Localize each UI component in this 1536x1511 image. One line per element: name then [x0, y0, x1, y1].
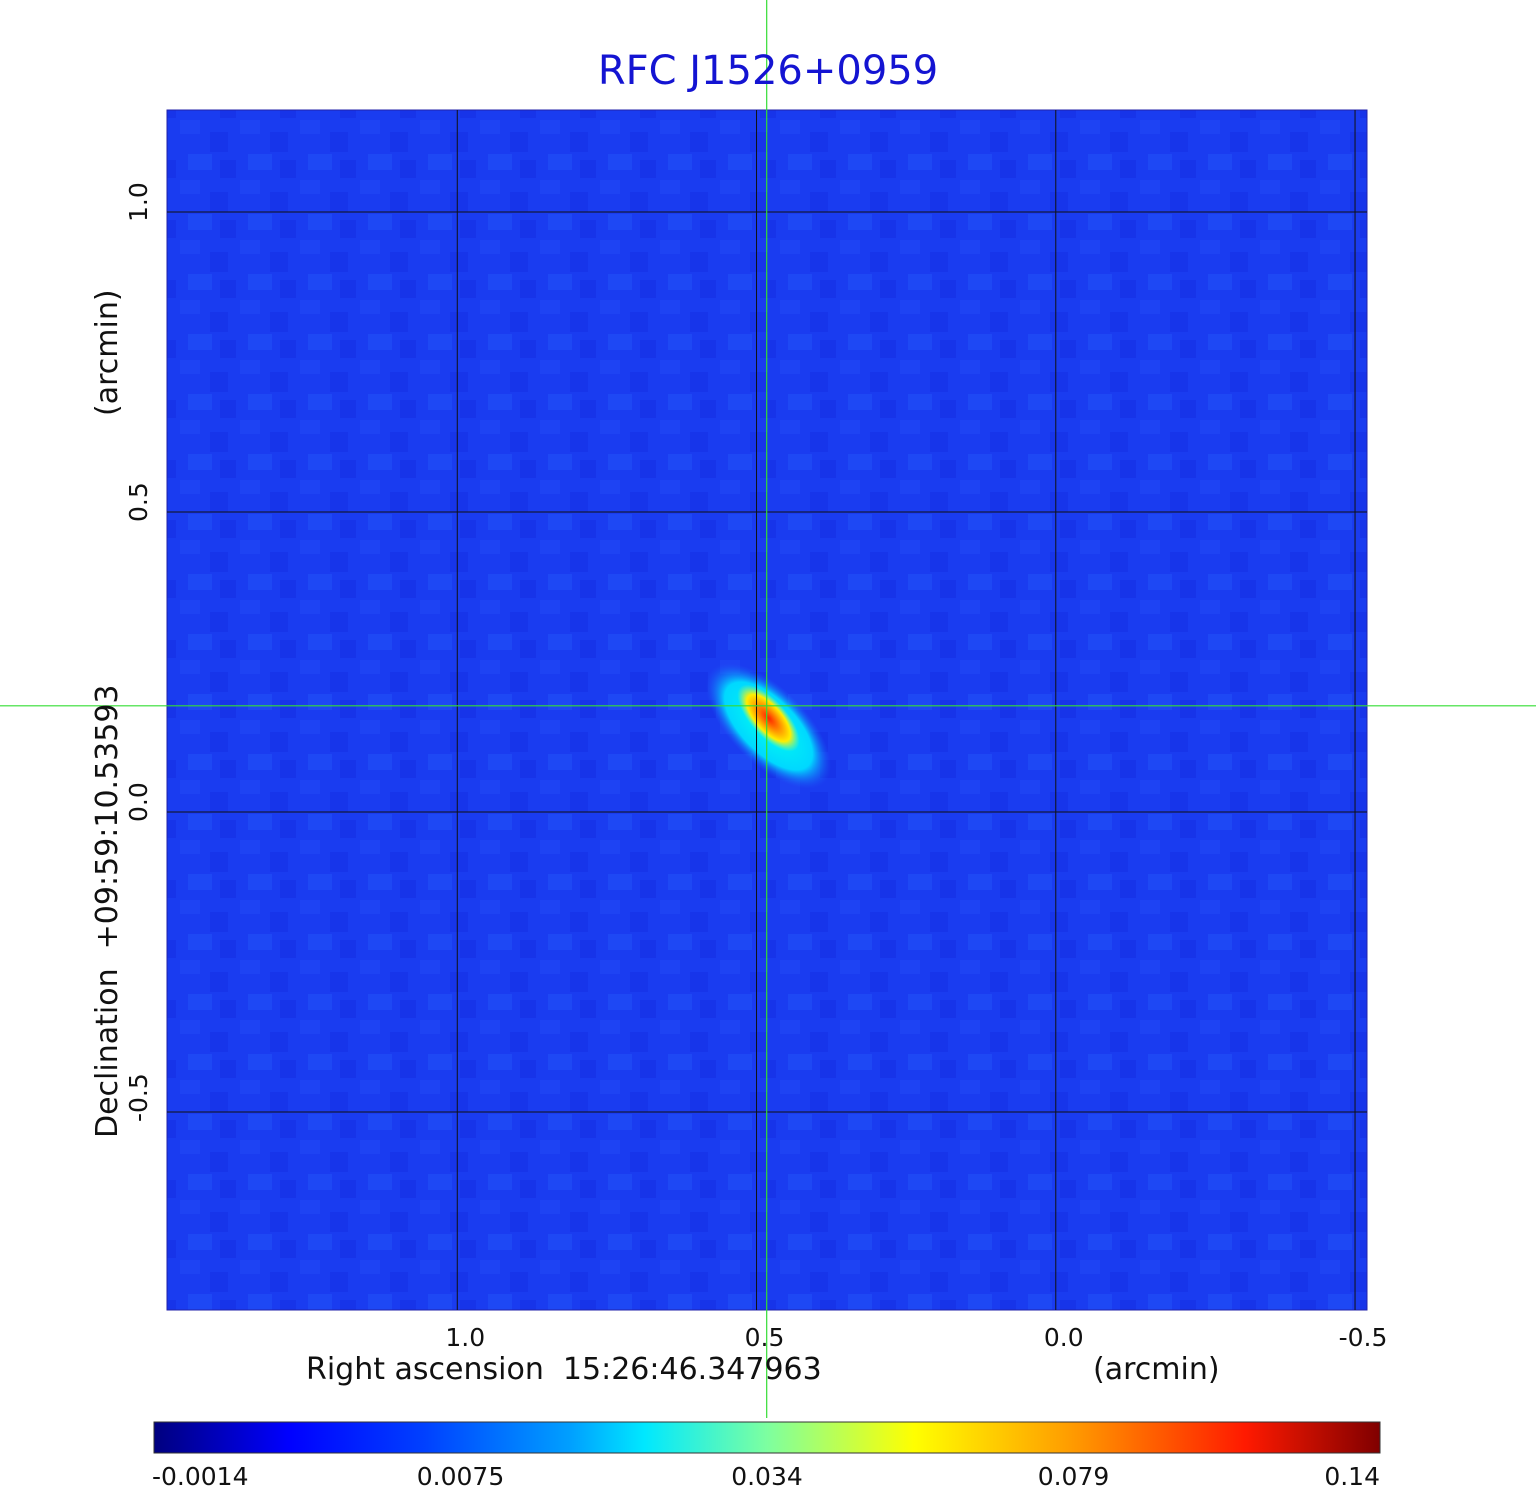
colorbar-tick-label: 0.079 [1037, 1462, 1110, 1491]
chart-title: RFC J1526+0959 [597, 48, 939, 94]
x-tick-label: 0.0 [1043, 1323, 1084, 1352]
x-tick-label: -0.5 [1338, 1323, 1388, 1352]
y-axis-unit: (arcmin) [90, 289, 125, 416]
colorbar [153, 1421, 1381, 1454]
y-tick-label: 0.5 [124, 482, 153, 522]
y-tick-label: -0.5 [124, 1073, 153, 1122]
radio-source [705, 663, 832, 789]
colorbar-tick-label: 0.14 [1324, 1462, 1380, 1491]
colorbar-tick-label: 0.034 [731, 1462, 803, 1491]
source-core [737, 684, 800, 752]
x-axis-unit: (arcmin) [1093, 1352, 1220, 1387]
crosshair [0, 0, 1536, 1418]
colorbar-tick-label: 0.0075 [416, 1462, 505, 1491]
y-axis-label: Declination +09:59:10.53593 [90, 684, 125, 1138]
colorbar-tick-label: -0.0014 [152, 1462, 249, 1491]
y-tick-label: 0.0 [124, 782, 153, 822]
y-tick-label: 1.0 [124, 182, 153, 222]
x-tick-label: 1.0 [445, 1323, 486, 1352]
x-tick-label: 0.5 [744, 1323, 785, 1352]
x-axis-label: Right ascension 15:26:46.347963 [306, 1352, 822, 1387]
